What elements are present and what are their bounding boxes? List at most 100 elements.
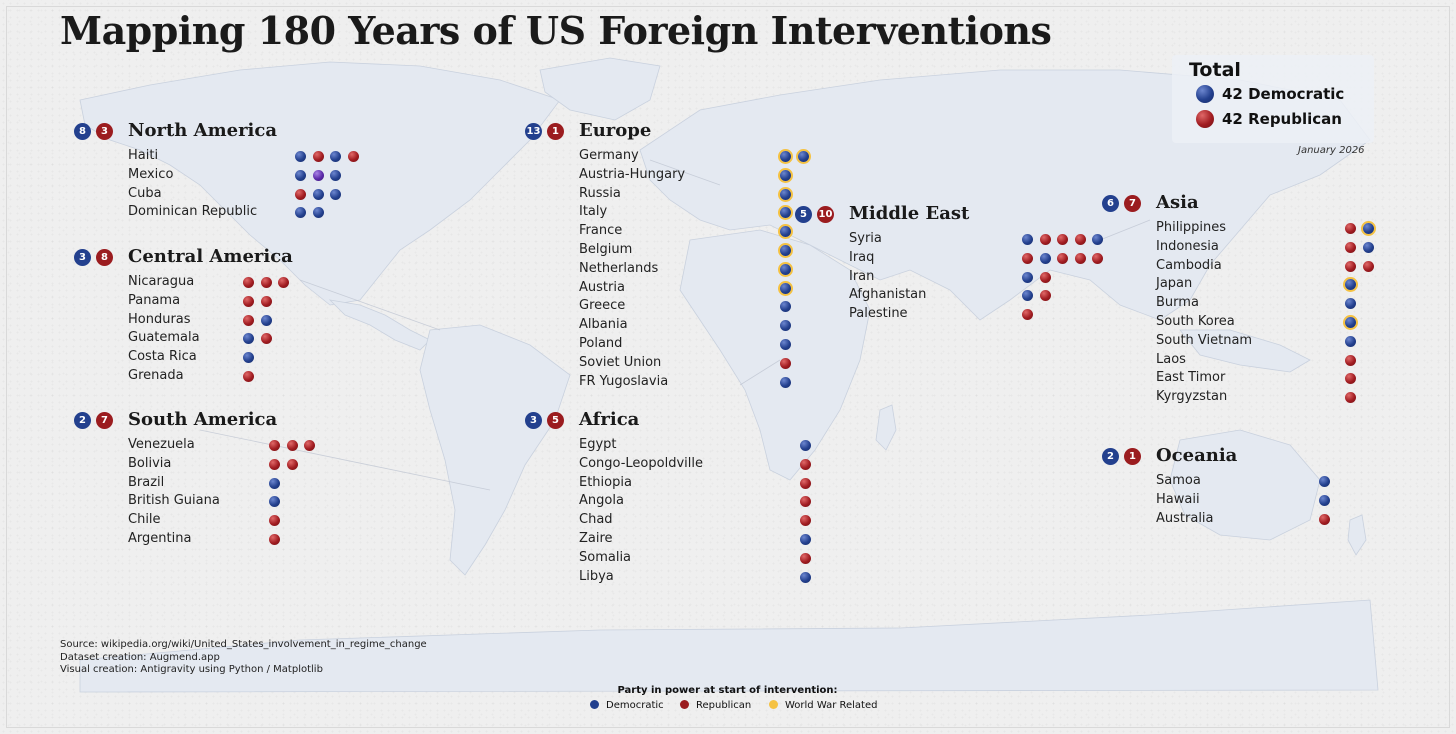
republican-intervention-dot-icon	[269, 533, 280, 545]
party-legend-title: Party in power at start of intervention:	[617, 685, 838, 696]
intervention-dots	[1319, 494, 1337, 507]
republican-count-badge: 3	[96, 123, 113, 140]
intervention-dots	[1022, 252, 1110, 265]
country-name: Austria-Hungary	[579, 166, 686, 182]
region-title: Oceania	[1156, 445, 1238, 466]
intervention-dots	[800, 552, 818, 565]
democratic-intervention-dot-icon	[780, 338, 791, 350]
region-title: Europe	[579, 120, 652, 141]
country-name: Kyrgyzstan	[1156, 389, 1228, 405]
republican-intervention-dot-icon	[1362, 260, 1374, 272]
intervention-dots	[295, 151, 365, 163]
intervention-dots	[1022, 234, 1110, 246]
dataset-line: Dataset creation: Augmend.app	[60, 651, 220, 663]
democratic-war-intervention-dot-icon	[797, 151, 809, 162]
intervention-dots	[1345, 298, 1363, 310]
connector-line	[739, 359, 781, 386]
intervention-dots	[269, 515, 287, 527]
democratic-war-intervention-dot-icon	[1345, 279, 1356, 291]
country-name: Cambodia	[1156, 257, 1222, 273]
intervention-dots	[800, 515, 818, 527]
country-name: Angola	[579, 493, 624, 509]
intervention-dots	[1022, 309, 1040, 321]
democratic-intervention-dot-icon	[269, 477, 280, 489]
country-name: Chile	[128, 512, 161, 528]
intervention-dots	[269, 533, 287, 546]
country-name: Iraq	[849, 249, 875, 265]
intervention-dots	[243, 295, 278, 308]
republican-intervention-dot-icon	[800, 458, 811, 470]
totals-democratic-label: 42 Democratic	[1222, 85, 1345, 103]
republican-count-badge: 5	[547, 412, 564, 429]
intervention-dots	[1319, 476, 1337, 488]
democratic-intervention-dot-icon	[1319, 494, 1330, 506]
democratic-intervention-dot-icon	[780, 376, 791, 388]
intervention-dots	[1345, 260, 1380, 273]
republican-count-badge: 1	[1124, 448, 1141, 465]
connector-line	[199, 429, 491, 491]
region-title: Asia	[1156, 192, 1199, 213]
war-dot-icon	[769, 700, 778, 709]
intervention-dots	[780, 320, 798, 332]
democratic-count-badge: 3	[74, 249, 91, 266]
map-new-zealand	[1347, 514, 1367, 556]
republican-intervention-dot-icon	[1074, 252, 1086, 264]
country-name: Albania	[579, 317, 628, 333]
democratic-intervention-dot-icon	[780, 320, 791, 332]
intervention-dots	[780, 376, 798, 389]
democratic-intervention-dot-icon	[1039, 252, 1051, 264]
democratic-war-intervention-dot-icon	[780, 188, 791, 200]
republican-intervention-dot-icon	[1319, 513, 1330, 525]
region-header: 2 1 Oceania	[1102, 445, 1433, 469]
country-name: Japan	[1156, 276, 1193, 292]
democratic-intervention-dot-icon	[1362, 241, 1374, 253]
map-australia	[1169, 429, 1321, 541]
frame-border	[6, 6, 1450, 728]
democratic-intervention-dot-icon	[330, 188, 341, 200]
democratic-intervention-dot-icon	[330, 169, 341, 181]
republican-intervention-dot-icon	[1074, 234, 1086, 245]
republican-intervention-dot-icon	[269, 458, 280, 470]
democratic-count-badge: 3	[525, 412, 542, 429]
region-title: Africa	[579, 409, 640, 430]
democratic-intervention-dot-icon	[1345, 298, 1356, 310]
intervention-dots	[243, 314, 278, 327]
map-africa	[679, 229, 871, 481]
country-name: Chad	[579, 512, 613, 528]
intervention-dots	[800, 533, 818, 546]
visual-line: Visual creation: Antigravity using Pytho…	[60, 664, 323, 675]
intervention-dots	[780, 151, 815, 163]
intervention-dots	[295, 188, 348, 201]
country-name: Philippines	[1156, 220, 1227, 235]
republican-count-badge: 10	[817, 206, 834, 223]
country-name: Hawaii	[1156, 491, 1200, 507]
democratic-intervention-dot-icon	[800, 440, 811, 451]
intervention-dots	[1022, 290, 1057, 302]
republican-intervention-dot-icon	[278, 277, 289, 288]
country-name: Italy	[579, 204, 608, 220]
democratic-dot-icon	[590, 700, 599, 709]
region-title: Central America	[128, 246, 293, 267]
country-name: Australia	[1156, 510, 1214, 526]
country-name: Germany	[579, 148, 639, 163]
democratic-intervention-dot-icon	[1022, 290, 1033, 302]
map-madagascar	[875, 404, 897, 451]
country-name: Russia	[579, 185, 621, 201]
country-name: Laos	[1156, 351, 1186, 367]
country-name: Burma	[1156, 295, 1199, 311]
democratic-intervention-dot-icon	[269, 496, 280, 508]
republican-intervention-dot-icon	[260, 295, 272, 307]
republican-intervention-dot-icon	[286, 440, 298, 451]
intervention-dots	[780, 226, 798, 238]
region-title: Middle East	[849, 203, 970, 224]
democratic-intervention-dot-icon	[243, 333, 254, 345]
region-header: 2 7 South America	[74, 409, 405, 433]
democratic-intervention-dot-icon	[330, 151, 341, 162]
republican-intervention-dot-icon	[800, 477, 811, 489]
country-name: Bolivia	[128, 455, 172, 471]
democratic-war-intervention-dot-icon	[780, 282, 791, 294]
region-title: North America	[128, 120, 278, 141]
democratic-war-intervention-dot-icon	[1362, 223, 1374, 234]
region-title: South America	[128, 409, 278, 430]
country-name: Austria	[579, 279, 625, 295]
